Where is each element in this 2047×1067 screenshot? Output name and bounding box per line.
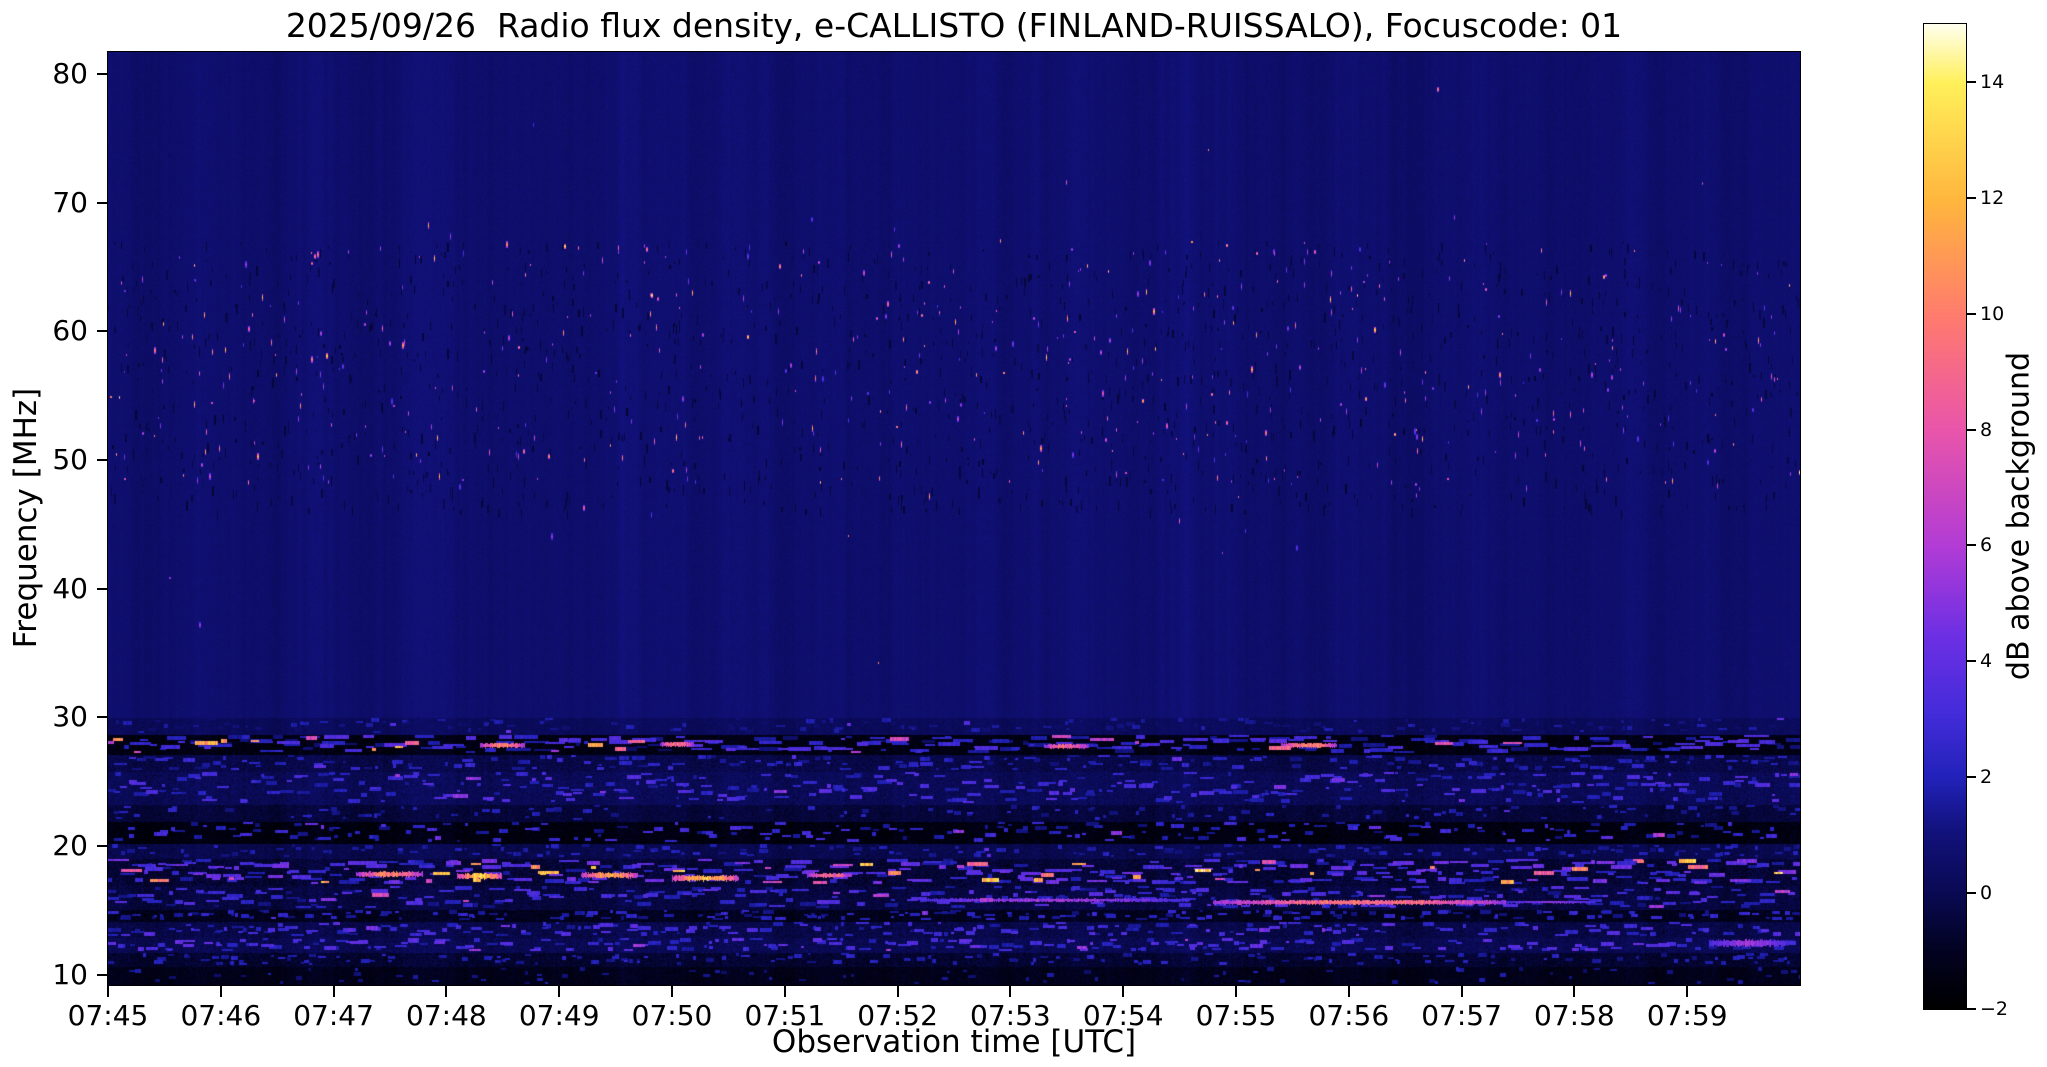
colorbar-tick-label: 2 [1980, 766, 1993, 789]
colorbar-tick-label: 6 [1980, 534, 1993, 557]
colorbar-label: dB above background [2001, 351, 2037, 681]
colorbar-tick-label: 0 [1980, 882, 1993, 905]
y-tick-mark [97, 458, 108, 461]
x-tick-label: 07:47 [293, 999, 374, 1032]
y-tick-label: 80 [52, 56, 88, 90]
chart-title: 2025/09/26 Radio flux density, e-CALLIST… [285, 6, 1623, 45]
x-tick-mark [1686, 986, 1689, 997]
y-tick-mark [97, 716, 108, 719]
y-tick-label: 40 [52, 571, 88, 605]
colorbar-tick-label: 12 [1980, 186, 2005, 209]
y-tick-label: 20 [52, 829, 88, 862]
x-tick-label: 07:53 [970, 999, 1051, 1032]
x-tick-label: 07:52 [857, 999, 938, 1032]
colorbar-tick-mark [1967, 892, 1976, 895]
colorbar-tick-mark [1967, 776, 1976, 779]
x-tick-label: 07:49 [518, 999, 600, 1032]
colorbar-tick-mark [1967, 196, 1976, 199]
colorbar-tick-mark [1967, 1008, 1976, 1010]
colorbar-tick-label: −2 [1980, 998, 2009, 1020]
x-tick-label: 07:56 [1308, 999, 1390, 1032]
y-tick-mark [97, 72, 108, 75]
x-tick-label: 07:51 [744, 999, 826, 1032]
colorbar-tick-mark [1967, 80, 1976, 83]
x-tick-mark [1573, 986, 1576, 997]
x-tick-mark [783, 986, 786, 997]
x-tick-label: 07:45 [67, 999, 149, 1032]
x-tick-label: 07:55 [1195, 999, 1277, 1032]
colorbar-tick-mark [1967, 428, 1976, 431]
x-tick-mark [107, 986, 109, 997]
x-tick-label: 07:50 [631, 999, 713, 1032]
x-tick-mark [445, 986, 448, 997]
x-tick-label: 07:54 [1082, 999, 1164, 1032]
x-tick-mark [1347, 986, 1350, 997]
y-tick-label: 50 [52, 442, 88, 476]
y-tick-label: 70 [52, 185, 88, 219]
colorbar-tick-mark [1967, 312, 1976, 315]
x-tick-mark [1122, 986, 1125, 997]
x-tick-mark [219, 986, 222, 997]
colorbar-tick-label: 4 [1980, 650, 1993, 673]
y-tick-label: 10 [52, 957, 88, 991]
x-tick-label: 07:59 [1646, 999, 1728, 1032]
colorbar-tick-label: 8 [1980, 418, 1993, 441]
x-tick-label: 07:58 [1534, 999, 1615, 1032]
y-tick-mark [97, 845, 108, 847]
spectrogram-heatmap [107, 51, 1801, 986]
x-tick-mark [1460, 986, 1463, 997]
y-axis-label: Frequency [MHz] [8, 387, 44, 649]
x-tick-mark [1235, 986, 1237, 997]
x-axis-label: Observation time [UTC] [771, 1024, 1137, 1060]
x-tick-label: 07:46 [180, 999, 262, 1032]
colorbar-gradient [1923, 23, 1967, 1010]
y-tick-mark [97, 587, 108, 590]
x-tick-label: 07:57 [1421, 999, 1502, 1032]
x-tick-label: 07:48 [406, 999, 487, 1032]
x-tick-mark [332, 986, 335, 997]
x-tick-mark [1009, 986, 1012, 997]
x-tick-mark [671, 986, 673, 997]
x-tick-mark [896, 986, 899, 997]
colorbar-tick-label: 10 [1980, 302, 2005, 325]
y-tick-label: 60 [52, 314, 88, 348]
y-tick-mark [97, 973, 108, 976]
y-tick-mark [97, 330, 108, 333]
colorbar-tick-label: 14 [1980, 70, 2005, 93]
x-tick-mark [558, 986, 561, 997]
y-tick-label: 30 [52, 700, 88, 734]
colorbar-tick-mark [1967, 544, 1976, 547]
colorbar-tick-mark [1967, 660, 1976, 663]
y-tick-mark [97, 201, 108, 204]
